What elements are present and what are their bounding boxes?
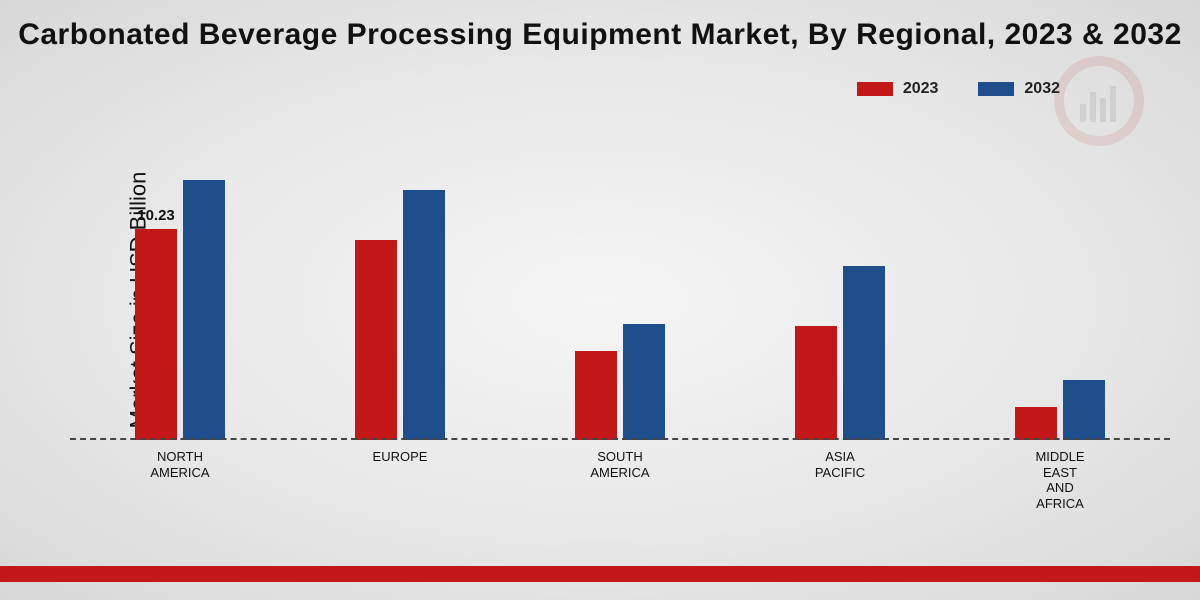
x-axis-baseline xyxy=(70,438,1170,440)
chart-title: Carbonated Beverage Processing Equipment… xyxy=(0,18,1200,52)
x-axis-label: MIDDLE EAST AND AFRICA xyxy=(950,445,1170,500)
x-axis-labels: NORTH AMERICAEUROPESOUTH AMERICAASIA PAC… xyxy=(70,445,1170,500)
bar-2032 xyxy=(1063,380,1105,440)
bar-group xyxy=(290,130,510,440)
bar-group xyxy=(950,130,1170,440)
x-axis-label: ASIA PACIFIC xyxy=(730,445,950,500)
bar-2032 xyxy=(623,324,665,440)
x-axis-label: SOUTH AMERICA xyxy=(510,445,730,500)
bar-2023 xyxy=(355,240,397,440)
x-axis-label: EUROPE xyxy=(290,445,510,500)
bar-value-label: 10.23 xyxy=(137,207,175,224)
bar-2032 xyxy=(843,266,885,440)
footer-accent-bar xyxy=(0,566,1200,582)
bar-2023: 10.23 xyxy=(135,229,177,440)
bar-group xyxy=(510,130,730,440)
x-axis-label: NORTH AMERICA xyxy=(70,445,290,500)
legend-swatch-2032 xyxy=(978,82,1014,96)
bar-2023 xyxy=(575,351,617,440)
legend-item-2032: 2032 xyxy=(978,80,1060,98)
bar-2032 xyxy=(403,190,445,440)
plot-area: 10.23 NORTH AMERICAEUROPESOUTH AMERICAAS… xyxy=(70,130,1170,500)
legend-label-2032: 2032 xyxy=(1024,80,1060,98)
legend-item-2023: 2023 xyxy=(857,80,939,98)
legend-label-2023: 2023 xyxy=(903,80,939,98)
legend: 2023 2032 xyxy=(857,80,1060,98)
bar-2023 xyxy=(1015,407,1057,440)
bar-group: 10.23 xyxy=(70,130,290,440)
bar-group xyxy=(730,130,950,440)
bar-2032 xyxy=(183,180,225,440)
bar-2023 xyxy=(795,326,837,440)
legend-swatch-2023 xyxy=(857,82,893,96)
bar-groups: 10.23 xyxy=(70,130,1170,440)
